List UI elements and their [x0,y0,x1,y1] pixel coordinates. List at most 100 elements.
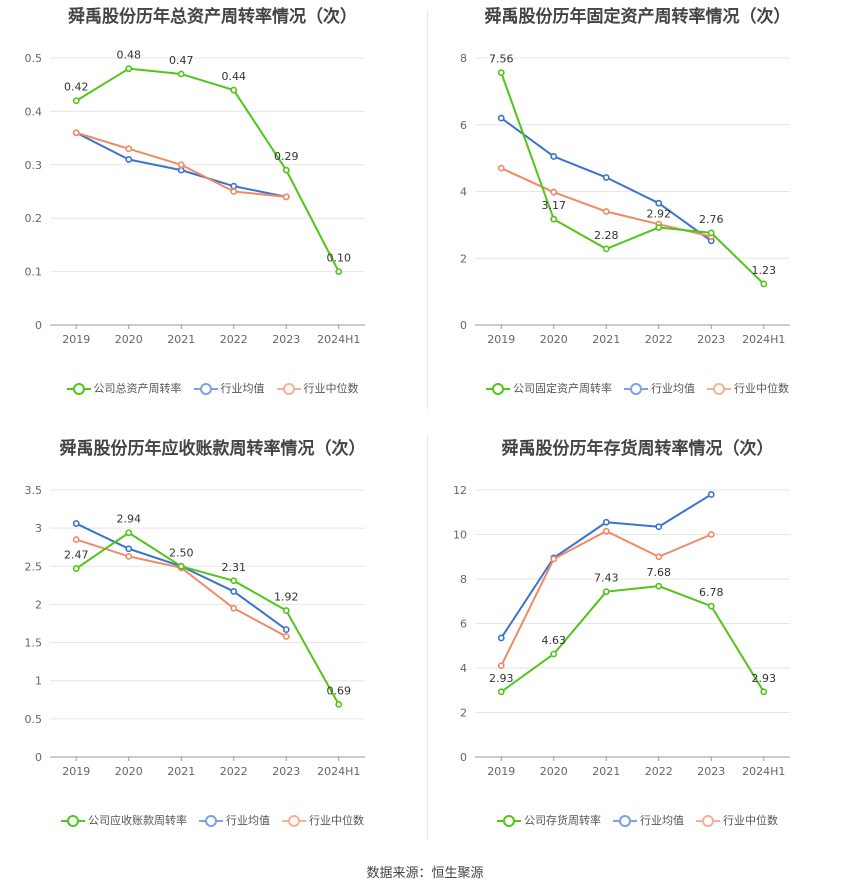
legend-marker-icon [193,383,218,395]
data-label: 2.76 [699,213,724,226]
data-point [602,208,610,215]
chart-svg: 0 0.5 1 1.5 2 2.5 3 3.5 2019 2020 2021 2022 2023 2024… [25,484,365,778]
data-point [72,565,80,572]
x-tick-label: 2024H1 [317,765,360,778]
data-point [550,188,558,196]
data-point [335,700,343,708]
series-line [75,531,340,705]
data-point [72,536,80,543]
legend-marker-icon [696,815,720,827]
data-label: 0.69 [327,684,352,697]
chart-panel-fixed-asset-turnover: 舜禹股份历年固定资产周转率情况（次） 0 2 4 6 8 2019 2020 2021 2022… [425,0,850,430]
data-label: 0.10 [327,252,352,265]
data-label: 0.29 [274,150,299,163]
legend-marker-icon [497,815,521,827]
chart-svg: 0 2 4 6 8 2019 2020 2021 2022 2023 2024H1 7.56 3.17 2… [460,52,790,346]
series-line [75,67,340,273]
legend-item[interactable]: 行业中位数 [282,812,364,828]
legend-item[interactable]: 行业中位数 [276,380,359,396]
y-tick-label: 0.3 [25,159,43,172]
legend-item[interactable]: 行业均值 [193,380,265,396]
y-tick-label: 3.5 [25,484,43,497]
x-tick-label: 2023 [697,765,725,778]
data-label: 7.56 [489,53,514,66]
data-label: 2.93 [489,672,514,685]
data-point [707,229,715,237]
chart-title: 舜禹股份历年存货周转率情况（次） [501,439,774,459]
data-label: 2.50 [169,546,194,559]
y-tick-label: 6 [460,119,467,132]
legend-marker-icon [707,383,731,395]
legend-item[interactable]: 公司总资产周转率 [66,380,182,396]
legend-marker-icon [282,815,306,827]
data-label: 4.63 [542,634,567,647]
chart-legend: 公司总资产周转率 行业均值 行业中位数 [0,380,425,396]
data-point [282,633,290,640]
data-point [335,268,343,275]
y-tick-label: 10 [453,529,467,542]
x-tick-label: 2023 [272,333,300,346]
data-point [230,577,238,585]
data-point [177,562,185,570]
data-point [125,529,133,537]
data-point [760,688,768,696]
legend-label: 公司应收账款周转率 [88,814,187,827]
data-point [602,527,610,535]
legend-item[interactable]: 行业均值 [624,380,695,396]
x-tick-label: 2020 [115,333,143,346]
y-tick-label: 0 [460,319,467,332]
data-label: 0.42 [64,81,89,94]
legend-marker-icon [613,815,637,827]
vertical-divider-top [427,10,428,410]
legend-item[interactable]: 行业均值 [613,812,684,828]
data-point [602,174,610,181]
data-point [497,634,505,642]
chart-legend: 公司应收账款周转率 行业均值 行业中位数 [0,812,425,828]
legend-label: 行业中位数 [303,382,359,395]
x-tick-label: 2019 [62,765,90,778]
x-tick-label: 2019 [487,765,515,778]
data-point [72,520,80,527]
legend-item[interactable]: 行业中位数 [707,380,789,396]
x-tick-label: 2020 [540,333,568,346]
legend-marker-icon [61,815,85,827]
chart-title: 舜禹股份历年应收账款周转率情况（次） [59,439,366,459]
y-tick-label: 4 [460,662,467,675]
chart-panel-receivables-turnover: 舜禹股份历年应收账款周转率情况（次） 0 0.5 1 1.5 2 2.5 3 3.5 2019 2… [0,432,425,862]
data-point [125,552,133,560]
data-label: 0.48 [117,49,142,62]
legend-item[interactable]: 公司存货周转率 [497,812,601,828]
data-label: 0.47 [169,54,194,67]
legend-label: 行业均值 [226,814,270,827]
legend-item[interactable]: 行业中位数 [696,812,778,828]
x-tick-label: 2021 [592,765,620,778]
legend-item[interactable]: 公司固定资产周转率 [486,380,612,396]
y-tick-label: 0.1 [25,266,43,279]
legend-label: 行业均值 [220,382,265,395]
y-tick-label: 0.5 [25,713,43,726]
data-point [707,531,715,538]
data-point [550,215,558,223]
y-tick-label: 1.5 [25,637,43,650]
x-tick-label: 2022 [220,765,248,778]
data-point [707,602,715,610]
chart-title: 舜禹股份历年固定资产周转率情况（次） [484,7,791,27]
data-point [230,588,238,595]
data-point [230,604,238,612]
data-point [707,491,715,498]
data-point [760,280,768,288]
data-point [230,188,238,195]
legend-marker-icon [276,383,301,395]
y-tick-label: 2.5 [25,560,43,573]
legend-item[interactable]: 公司应收账款周转率 [61,812,187,828]
data-point [655,553,663,561]
y-tick-label: 0.4 [25,105,43,118]
series-line [75,522,287,631]
y-tick-label: 0.2 [25,212,43,225]
y-tick-label: 0.5 [25,52,43,65]
legend-item[interactable]: 行业均值 [199,812,270,828]
x-tick-label: 2023 [272,765,300,778]
y-tick-label: 0 [460,751,467,764]
legend-label: 公司存货周转率 [524,814,601,827]
x-tick-label: 2020 [115,765,143,778]
